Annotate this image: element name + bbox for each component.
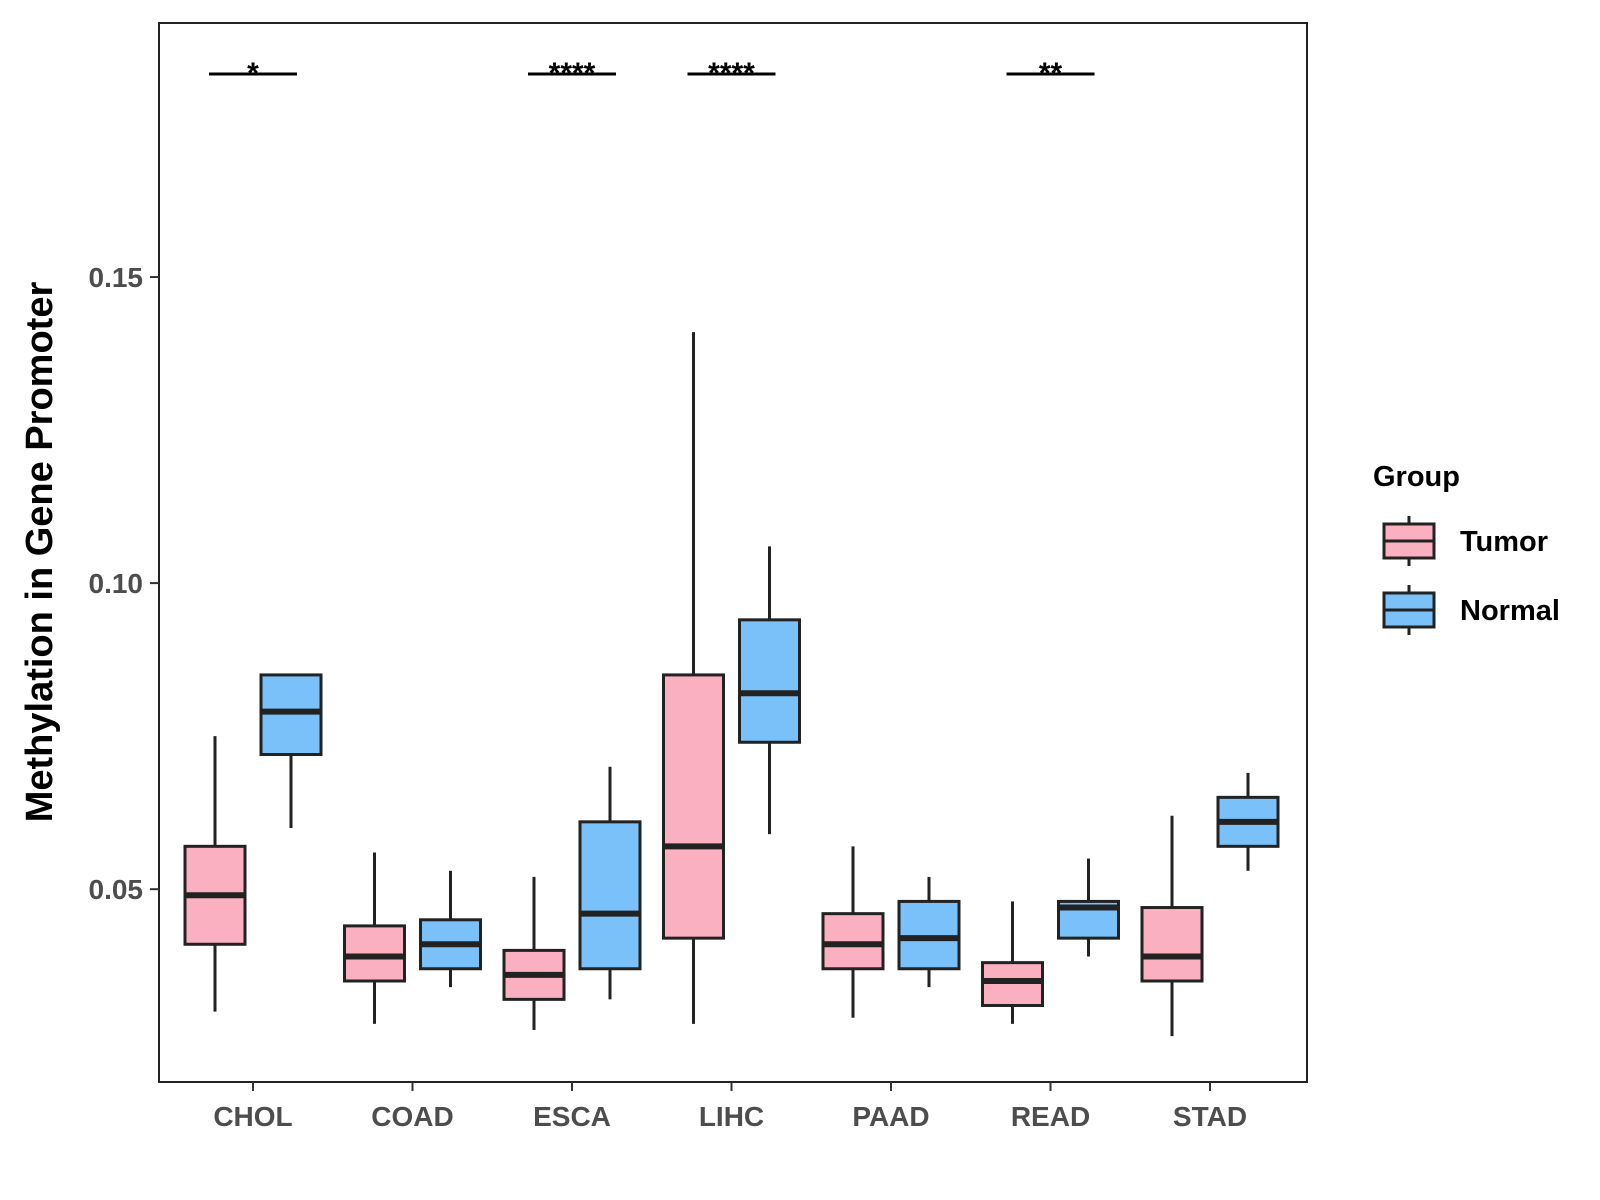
- x-tick-label: ESCA: [533, 1101, 611, 1132]
- box-normal-read: [1057, 858, 1120, 957]
- x-tick-label: STAD: [1173, 1101, 1247, 1132]
- y-tick-label: 0.15: [89, 262, 144, 293]
- legend-entry-tumor: Tumor: [1382, 516, 1548, 566]
- legend-keys: Tumor Normal: [1382, 516, 1560, 635]
- box-normal-coad: [419, 870, 482, 988]
- box-normal-chol: [259, 673, 323, 828]
- significance-label: *: [247, 57, 259, 90]
- box-body: [259, 673, 323, 757]
- significance-layer: * **** **** **: [209, 57, 1095, 90]
- box-body: [981, 961, 1044, 1007]
- y-tick-label: 0.10: [89, 568, 144, 599]
- x-tick-label: READ: [1011, 1101, 1090, 1132]
- box-body: [821, 912, 885, 971]
- y-axis-title: Methylation in Gene Promoter: [19, 282, 61, 823]
- x-tick-label: PAAD: [852, 1101, 929, 1132]
- box-body: [662, 673, 725, 940]
- legend-entry-normal: Normal: [1382, 585, 1560, 635]
- box-body: [738, 618, 801, 744]
- box-normal-paad: [897, 876, 961, 988]
- legend: Group Tumor Normal: [1373, 461, 1560, 635]
- plot-panel: [158, 22, 1308, 1083]
- box-tumor-chol: [183, 736, 247, 1012]
- box-body: [343, 924, 406, 983]
- significance-label: **: [1039, 57, 1063, 90]
- x-tick-label: CHOL: [213, 1101, 292, 1132]
- box-tumor-stad: [1140, 815, 1204, 1037]
- significance-label: ****: [708, 57, 755, 90]
- x-tick-label: LIHC: [699, 1101, 764, 1132]
- boxes-layer: [183, 332, 1280, 1037]
- box-body: [578, 820, 642, 971]
- box-body: [1140, 906, 1204, 983]
- box-normal-lihc: [738, 546, 801, 835]
- box-tumor-read: [981, 901, 1044, 1024]
- box-normal-esca: [578, 766, 642, 1000]
- legend-label: Normal: [1460, 595, 1560, 627]
- box-tumor-coad: [343, 852, 406, 1024]
- x-tick-label: COAD: [371, 1101, 453, 1132]
- box-tumor-lihc: [662, 332, 725, 1024]
- significance-label: ****: [549, 57, 596, 90]
- y-tick-label: 0.05: [89, 874, 144, 905]
- box-tumor-esca: [502, 876, 566, 1030]
- significance-lihc: ****: [687, 57, 776, 90]
- axis-ticks: 0.05 0.10 0.15 CHOL COAD ESCA LIHC PAAD READ STAD: [89, 262, 1248, 1132]
- box-tumor-paad: [821, 846, 885, 1018]
- significance-chol: *: [209, 57, 297, 90]
- box-body: [897, 899, 961, 971]
- significance-esca: ****: [528, 57, 616, 90]
- legend-label: Tumor: [1460, 526, 1548, 558]
- box-normal-stad: [1216, 772, 1280, 871]
- legend-title: Group: [1373, 461, 1460, 493]
- significance-read: **: [1006, 57, 1095, 90]
